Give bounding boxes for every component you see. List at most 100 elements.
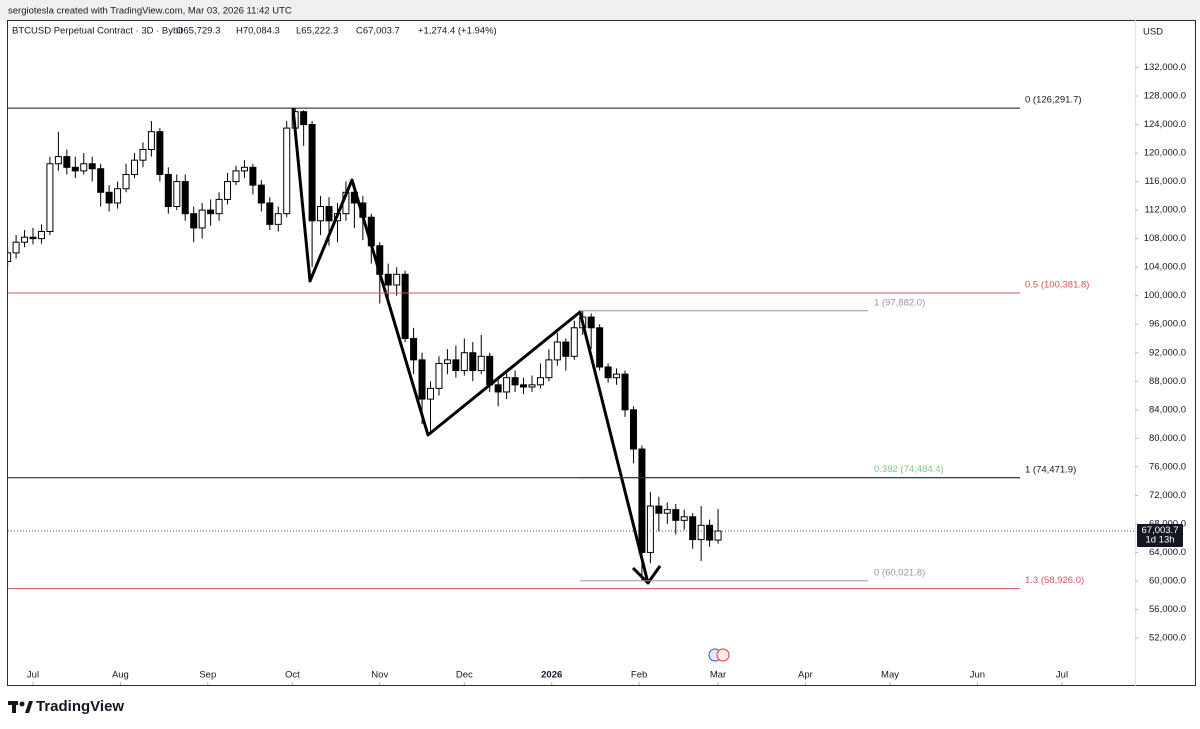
candle-body (680, 516, 688, 521)
candle-body (122, 173, 130, 190)
y-tick-label: 124,000.0 (1144, 119, 1186, 130)
candle-body (604, 366, 612, 379)
x-tick-label: Oct (285, 670, 300, 681)
candle-body (198, 209, 206, 229)
event-icon (708, 648, 730, 662)
y-tick-label: 72,000.0 (1149, 490, 1186, 501)
x-tick-label: Apr (798, 670, 813, 681)
x-tick-label: May (881, 670, 899, 681)
ohlc-value: O65,729.3 (176, 26, 220, 37)
candle-body (173, 181, 181, 208)
candle-body (655, 505, 663, 514)
candle-body (317, 206, 325, 222)
candle-body (435, 362, 443, 389)
candle-body (215, 198, 223, 215)
candle-body (697, 524, 705, 541)
candle-body (8, 252, 12, 262)
level-label: 0.5 (100,381.8) (1025, 279, 1089, 290)
candle-body (469, 352, 477, 372)
candle-body (37, 231, 45, 240)
level-label: 1 (74,471.9) (1025, 464, 1076, 475)
candle-body (663, 509, 671, 514)
attribution: sergiotesla created with TradingView.com… (8, 6, 292, 17)
candle-body (486, 355, 494, 386)
candle-body (536, 377, 544, 386)
candle-body (21, 236, 29, 243)
candle-body (528, 384, 536, 388)
candle-body (629, 409, 637, 450)
last-price-box (1137, 524, 1183, 548)
y-tick-label: 132,000.0 (1144, 62, 1186, 73)
candle-body (646, 505, 654, 553)
candle-body (638, 448, 646, 553)
x-tick-label: Nov (371, 670, 388, 681)
candle-body (452, 359, 460, 372)
candle-body (503, 377, 511, 393)
candle-body (621, 373, 629, 411)
y-tick-label: 68,000.0 (1149, 518, 1186, 529)
candle-body (257, 184, 265, 204)
level-label: 1.3 (58,926.0) (1025, 575, 1084, 586)
candle-body (393, 273, 401, 286)
candle-body (130, 159, 138, 175)
candle-body (12, 241, 20, 254)
candle-body (274, 213, 282, 225)
candle-body (240, 166, 248, 172)
candle-body (562, 341, 570, 357)
candle-body (105, 191, 113, 204)
chart-frame (7, 20, 1196, 686)
y-tick-label: 60,000.0 (1149, 575, 1186, 586)
x-tick-label: 2026 (541, 670, 562, 681)
y-tick-label: 84,000.0 (1149, 404, 1186, 415)
x-tick-label: Feb (631, 670, 647, 681)
candle-body (587, 316, 595, 329)
y-tick-label: 128,000.0 (1144, 91, 1186, 102)
y-tick-label: 104,000.0 (1144, 262, 1186, 273)
candle-body (613, 373, 621, 379)
y-tick-label: 80,000.0 (1149, 433, 1186, 444)
x-tick-label: Jun (970, 670, 985, 681)
candle-body (88, 163, 96, 170)
candle-body (511, 377, 519, 386)
candle-body (418, 359, 426, 400)
candle-body (147, 131, 155, 150)
y-tick-label: 52,000.0 (1149, 633, 1186, 644)
candle-body (410, 337, 418, 361)
candle-body (300, 111, 308, 126)
candle-body (266, 202, 274, 225)
candle-body (156, 131, 164, 175)
zigzag-drawing (291, 107, 650, 584)
candle-body (63, 156, 71, 168)
ohlc-value: L65,222.3 (296, 26, 338, 37)
y-tick-label: 88,000.0 (1149, 376, 1186, 387)
candle-body (689, 516, 697, 541)
last-price-label: 67,003.7 (1142, 525, 1179, 536)
candle-body (249, 166, 257, 186)
candle-body (553, 341, 561, 361)
brand-name: TradingView (36, 698, 124, 715)
x-tick-label: Sep (199, 670, 216, 681)
x-tick-label: Mar (710, 670, 726, 681)
candle-body (308, 124, 316, 222)
candle-body (190, 213, 198, 229)
y-tick-label: 56,000.0 (1149, 604, 1186, 615)
candle-body (164, 173, 172, 208)
y-tick-label: 112,000.0 (1144, 205, 1186, 216)
ohlc-value: C67,003.7 (356, 26, 400, 37)
y-tick-label: 92,000.0 (1149, 347, 1186, 358)
level-label: 0 (60,021.8) (874, 567, 925, 578)
candle-body (224, 181, 232, 200)
candle-body (54, 156, 62, 165)
y-tick-label: 120,000.0 (1144, 148, 1186, 159)
candle-body (714, 530, 722, 541)
symbol-title: BTCUSD Perpetual Contract · 3D · Bybit (12, 26, 183, 37)
candle-body (401, 273, 409, 339)
candle-body (29, 236, 37, 240)
candle-body (460, 352, 468, 372)
candle-body (427, 387, 435, 400)
ohlc-value: +1,274.4 (+1.94%) (418, 26, 497, 37)
y-tick-label: 96,000.0 (1149, 319, 1186, 330)
y-tick-label: 76,000.0 (1149, 461, 1186, 472)
candle-body (80, 163, 88, 172)
